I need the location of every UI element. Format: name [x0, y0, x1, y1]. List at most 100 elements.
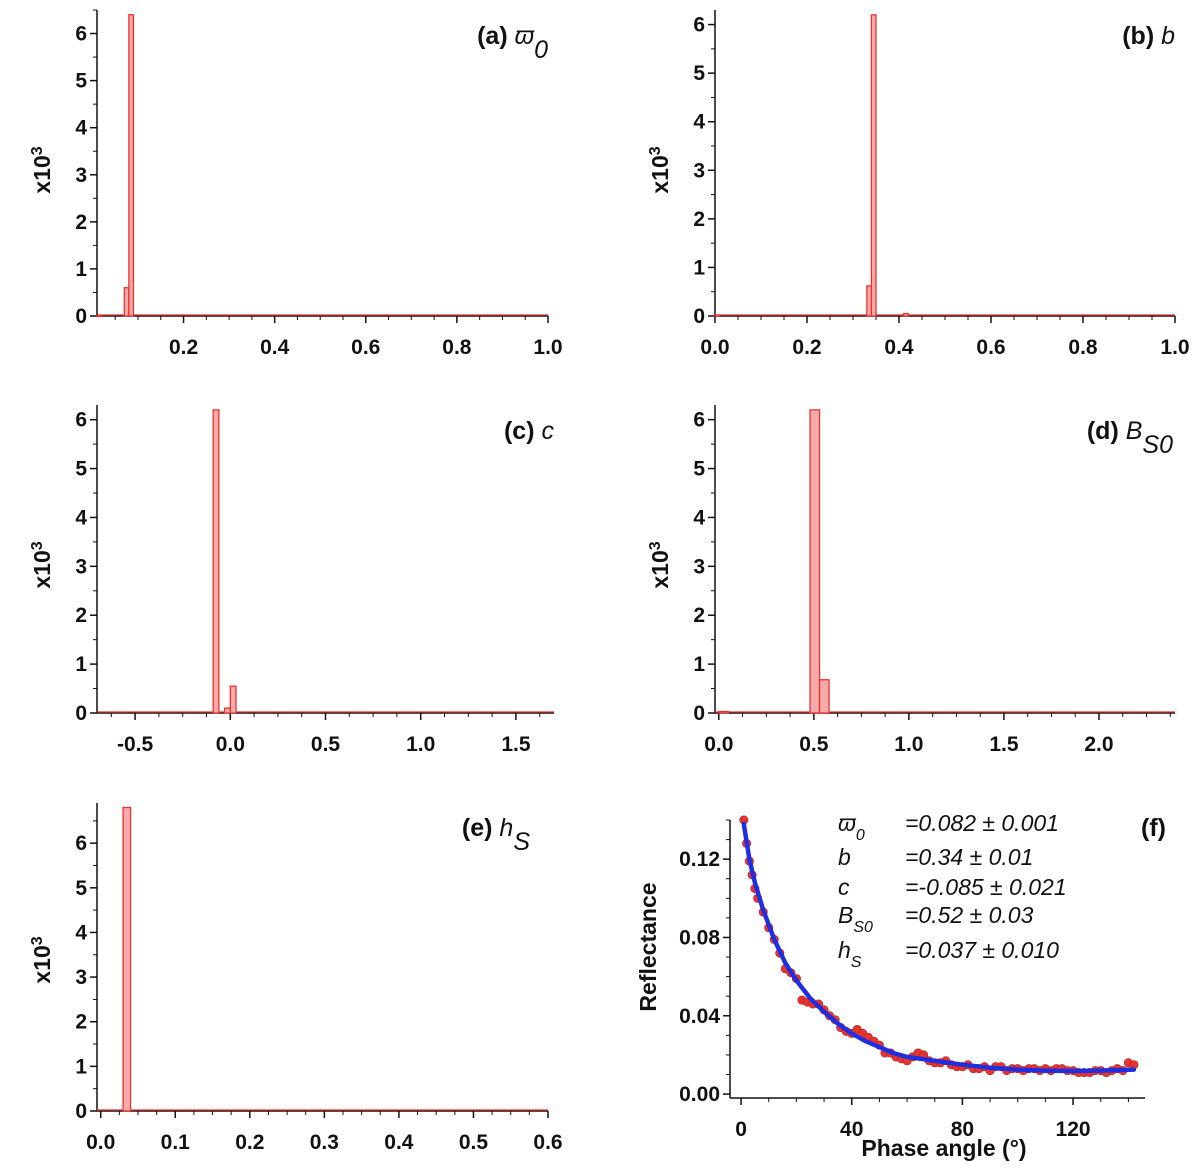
histogram-panel-c: (c) c x103 0 1 2 3 4 5 6 -0.5 0.0 0.5 1.0 1.5 — [29, 405, 555, 756]
y-axis-label: x103 — [29, 146, 56, 193]
param-value: =-0.085 ± 0.021 — [905, 874, 1067, 900]
histogram-bar — [870, 14, 877, 317]
x-tick-label: 0.0 — [700, 336, 729, 359]
y-tick-label: 1 — [75, 1055, 87, 1078]
y-axis-title: Reflectance — [635, 882, 661, 1011]
histogram-bar — [229, 685, 237, 714]
y-tick-label: 0 — [693, 702, 705, 725]
y-tick-label: 6 — [75, 409, 87, 432]
histogram-panel-d: (d) BS0 x103 0 1 2 3 4 5 6 0.0 0.5 1.0 1.5 2.0 — [647, 405, 1175, 756]
y-tick-label: 2 — [75, 604, 87, 627]
y-tick-label: 0.08 — [679, 926, 720, 949]
param-value: =0.037 ± 0.010 — [905, 937, 1059, 963]
y-tick-label: 0.00 — [679, 1083, 720, 1106]
x-tick-label: 0.2 — [235, 1131, 264, 1154]
histogram-bar — [866, 285, 873, 317]
x-tick-label: 0.4 — [260, 336, 290, 359]
panel-label: (a) ϖ0 — [477, 22, 548, 64]
y-tick-label: 4 — [75, 117, 87, 140]
y-tick-label: 6 — [75, 23, 87, 46]
phase-curve-panel-f: (f) Reflectance Phase angle (°) ϖ0 =0.08… — [635, 810, 1166, 1161]
y-tick-label: 3 — [75, 555, 87, 578]
y-tick-label: 4 — [693, 506, 705, 529]
x-tick-label: 0.2 — [169, 336, 198, 359]
param-value: =0.52 ± 0.03 — [905, 902, 1034, 928]
y-tick-label: 2 — [75, 211, 87, 234]
y-axis-label: x103 — [29, 541, 56, 588]
x-tick-label: 0.6 — [351, 336, 380, 359]
y-tick-label: 3 — [75, 966, 87, 989]
y-tick-label: 0 — [75, 1100, 87, 1123]
fit-parameters: ϖ0 =0.082 ± 0.001 b =0.34 ± 0.01 c =-0.0… — [838, 810, 1067, 971]
histogram-bar — [223, 707, 231, 714]
histogram-bar — [714, 314, 721, 317]
x-tick-label: 1.0 — [1160, 336, 1189, 359]
param-symbol: ϖ0 — [838, 810, 865, 844]
y-tick-label: 6 — [693, 14, 705, 37]
y-tick-label: 6 — [75, 832, 87, 855]
x-tick-label: 0.1 — [161, 1131, 191, 1154]
param-value: =0.34 ± 0.01 — [905, 844, 1033, 870]
y-tick-label: 5 — [75, 877, 87, 900]
y-tick-label: 4 — [693, 111, 705, 134]
y-tick-label: 6 — [693, 409, 705, 432]
x-tick-label: 0.5 — [799, 733, 829, 756]
histogram-panel-b: (b) b x103 0 1 2 3 4 5 6 0.0 0.2 0.4 0.6 0.8 1.0 — [647, 10, 1190, 359]
histogram-bar — [128, 14, 135, 317]
x-tick-label: 1.5 — [501, 733, 531, 756]
histogram-bar — [818, 679, 830, 714]
histogram-bar — [122, 806, 132, 1112]
y-tick-label: 1 — [75, 258, 87, 281]
x-tick-label: 0.6 — [976, 336, 1005, 359]
x-tick-label: 40 — [840, 1118, 863, 1141]
panel-label: (e) hS — [462, 814, 530, 856]
x-tick-label: 0.0 — [86, 1131, 115, 1154]
panel-label: (c) c — [504, 417, 555, 445]
x-tick-label: 0.2 — [792, 336, 821, 359]
x-tick-label: 0 — [735, 1118, 747, 1141]
y-tick-label: 1 — [693, 256, 705, 279]
y-tick-label: 1 — [693, 653, 705, 676]
param-symbol: c — [838, 874, 850, 900]
x-tick-label: 0.4 — [384, 1131, 414, 1154]
x-tick-label: 0.8 — [1068, 336, 1098, 359]
y-tick-label: 0 — [75, 305, 87, 328]
y-tick-label: 5 — [693, 458, 705, 481]
x-tick-label: 0.5 — [311, 733, 341, 756]
x-tick-label: 2.0 — [1084, 733, 1113, 756]
histogram-panel-a: (a) ϖ0 x103 0 1 2 3 4 5 6 0.2 0.4 0.6 0.8 1.0 — [29, 9, 563, 359]
y-tick-label: 2 — [693, 208, 705, 231]
y-tick-label: 4 — [75, 506, 87, 529]
y-tick-label: 5 — [693, 62, 705, 85]
y-tick-label: 3 — [693, 159, 705, 182]
param-symbol: hS — [838, 937, 862, 971]
histogram-bar — [809, 409, 821, 714]
model-fit-line — [741, 821, 1137, 1074]
histogram-bar — [212, 409, 220, 714]
y-axis-label: x103 — [29, 936, 56, 983]
histogram-panel-e: (e) hS x103 0 1 2 3 4 5 6 0.0 0.1 0.2 0.3 0.4 0.5 0.6 — [29, 803, 563, 1154]
x-axis-title: Phase angle (°) — [861, 1135, 1026, 1161]
y-tick-label: 1 — [75, 653, 87, 676]
y-tick-label: 0.12 — [679, 848, 720, 871]
x-tick-label: 0.0 — [216, 733, 245, 756]
x-tick-label: 0.5 — [459, 1131, 489, 1154]
x-tick-label: 1.0 — [894, 733, 923, 756]
x-tick-label: 0.3 — [310, 1131, 339, 1154]
x-tick-label: 0.8 — [442, 336, 472, 359]
x-tick-label: 120 — [1056, 1118, 1091, 1141]
param-symbol: b — [838, 844, 851, 870]
panel-label: (d) BS0 — [1087, 417, 1173, 459]
param-value: =0.082 ± 0.001 — [905, 810, 1059, 836]
y-tick-label: 0 — [75, 702, 87, 725]
y-axis-label: x103 — [647, 541, 674, 588]
y-axis-label: x103 — [647, 146, 674, 193]
x-tick-label: 0.0 — [704, 733, 733, 756]
y-tick-label: 3 — [75, 164, 87, 187]
x-tick-label: 1.0 — [406, 733, 435, 756]
y-tick-label: 3 — [693, 555, 705, 578]
x-tick-label: 80 — [951, 1118, 974, 1141]
y-tick-label: 5 — [75, 70, 87, 93]
panel-label: (f) — [1141, 814, 1166, 842]
